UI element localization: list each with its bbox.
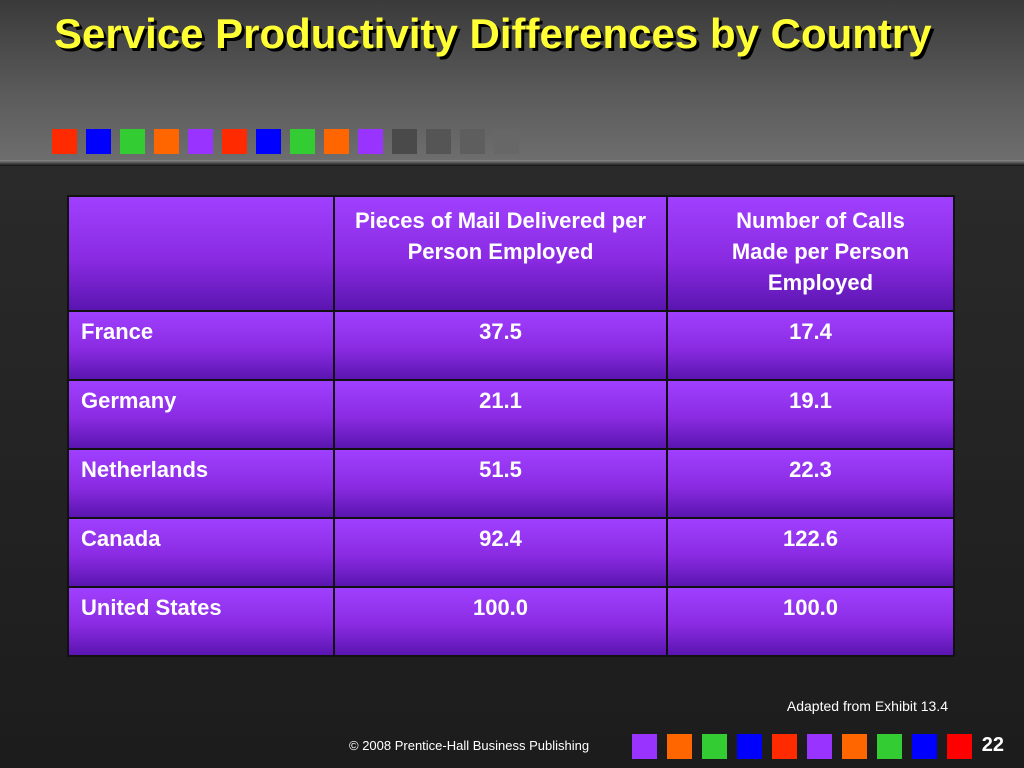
country-cell: Netherlands <box>67 448 335 519</box>
mail-value-cell: 100.0 <box>333 586 668 657</box>
table-row: France 37.5 17.4 <box>67 310 955 381</box>
table-row: Germany 21.1 19.1 <box>67 379 955 450</box>
country-cell: Germany <box>67 379 335 450</box>
table-row: United States 100.0 100.0 <box>67 586 955 657</box>
title-square-4 <box>154 129 179 154</box>
header-cell-country <box>67 195 335 312</box>
title-square-8 <box>290 129 315 154</box>
slide-title: Service Productivity Differences by Coun… <box>54 10 932 57</box>
source-note: Adapted from Exhibit 13.4 <box>786 698 948 714</box>
title-square-13 <box>460 129 485 154</box>
title-square-9 <box>324 129 349 154</box>
title-square-3 <box>120 129 145 154</box>
title-square-12 <box>426 129 451 154</box>
productivity-table: Pieces of Mail Delivered per Person Empl… <box>67 195 955 657</box>
title-square-10 <box>358 129 383 154</box>
title-square-7 <box>256 129 281 154</box>
country-cell: France <box>67 310 335 381</box>
title-square-14 <box>494 129 519 154</box>
footer-square-5 <box>772 734 797 759</box>
title-square-5 <box>188 129 213 154</box>
calls-value-cell: 22.3 <box>666 448 955 519</box>
footer-square-7 <box>842 734 867 759</box>
header-divider <box>0 160 1024 166</box>
table-row: Canada 92.4 122.6 <box>67 517 955 588</box>
title-square-1 <box>52 129 77 154</box>
footer-square-1 <box>632 734 657 759</box>
mail-value-cell: 92.4 <box>333 517 668 588</box>
country-cell: Canada <box>67 517 335 588</box>
table-row: Netherlands 51.5 22.3 <box>67 448 955 519</box>
copyright-text: © 2008 Prentice-Hall Business Publishing <box>349 738 590 753</box>
title-square-11 <box>392 129 417 154</box>
calls-value-cell: 122.6 <box>666 517 955 588</box>
calls-value-cell: 100.0 <box>666 586 955 657</box>
header-cell-mail: Pieces of Mail Delivered per Person Empl… <box>333 195 668 312</box>
footer-color-squares <box>632 734 982 759</box>
footer-square-2 <box>667 734 692 759</box>
title-color-squares <box>52 129 528 154</box>
footer-square-10 <box>947 734 972 759</box>
footer-square-9 <box>912 734 937 759</box>
country-cell: United States <box>67 586 335 657</box>
footer-square-4 <box>737 734 762 759</box>
calls-value-cell: 19.1 <box>666 379 955 450</box>
footer-square-6 <box>807 734 832 759</box>
page-number: 22 <box>981 734 1004 756</box>
table-header-row: Pieces of Mail Delivered per Person Empl… <box>67 195 955 312</box>
calls-value-cell: 17.4 <box>666 310 955 381</box>
mail-value-cell: 51.5 <box>333 448 668 519</box>
title-square-6 <box>222 129 247 154</box>
mail-value-cell: 21.1 <box>333 379 668 450</box>
title-square-2 <box>86 129 111 154</box>
mail-value-cell: 37.5 <box>333 310 668 381</box>
footer-square-3 <box>702 734 727 759</box>
header-cell-calls: Number of Calls Made per Person Employed <box>666 195 955 312</box>
footer-square-8 <box>877 734 902 759</box>
